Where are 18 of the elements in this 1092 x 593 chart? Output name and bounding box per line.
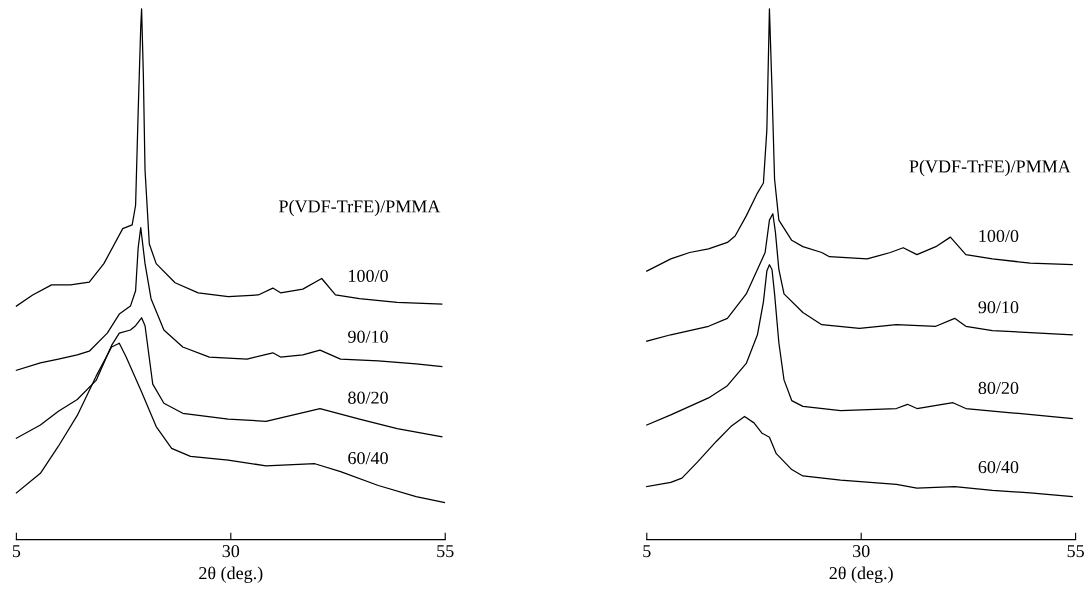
legend-title: P(VDF-TrFE)/PMMA xyxy=(909,159,1071,177)
x-tick-label: 5 xyxy=(643,545,651,558)
x-axis-title: 2θ (deg.) xyxy=(829,566,893,583)
series-label: 80/20 xyxy=(978,381,1019,395)
x-tick-label: 5 xyxy=(12,545,21,558)
series-label: 90/10 xyxy=(978,301,1019,314)
x-tick-label: 55 xyxy=(1067,545,1084,558)
series-label: 90/10 xyxy=(348,330,388,343)
series-label: 60/40 xyxy=(348,451,388,465)
x-axis-title: 2θ (deg.) xyxy=(199,566,263,583)
series-label: 80/20 xyxy=(348,391,388,404)
legend-title: P(VDF-TrFE)/PMMA xyxy=(279,199,441,217)
x-tick-label: 30 xyxy=(853,545,870,558)
x-tick-label: 30 xyxy=(222,545,240,558)
series-label: 100/0 xyxy=(979,229,1019,242)
series-label: 100/0 xyxy=(349,269,388,282)
series-label: 60/40 xyxy=(978,460,1019,474)
x-tick-label: 55 xyxy=(437,545,454,558)
